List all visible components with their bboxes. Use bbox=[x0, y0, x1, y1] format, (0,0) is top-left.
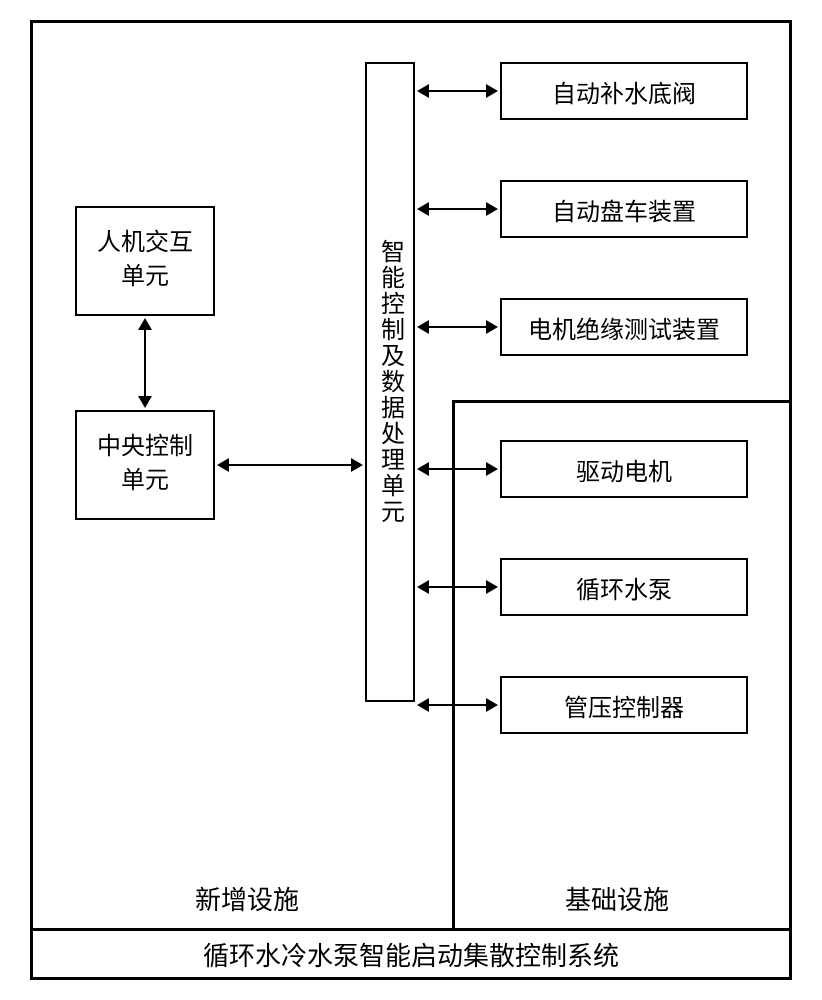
box-hmi-unit: 人机交互 单元 bbox=[75, 206, 215, 316]
box-pipe-pressure-controller: 管压控制器 bbox=[500, 676, 748, 734]
arrow-center-insulation bbox=[419, 326, 496, 328]
box-central-control-unit: 中央控制 单元 bbox=[75, 410, 215, 520]
box-intelligent-control-text: 智能控制及数据处理单元 bbox=[373, 239, 408, 525]
box-auto-water-valve-text: 自动补水底阀 bbox=[552, 74, 696, 109]
arrow-center-motor bbox=[419, 468, 496, 470]
system-title: 循环水冷水泵智能启动集散控制系统 bbox=[30, 928, 792, 980]
box-drive-motor-text: 驱动电机 bbox=[576, 452, 672, 487]
arrow-hmi-ccu bbox=[144, 320, 146, 406]
arrow-ccu-center bbox=[219, 464, 361, 466]
box-drive-motor: 驱动电机 bbox=[500, 440, 748, 498]
box-auto-turning-device-text: 自动盘车装置 bbox=[552, 192, 696, 227]
box-hmi-line2: 单元 bbox=[121, 261, 169, 295]
label-infrastructure-text: 基础设施 bbox=[565, 886, 669, 915]
box-circulating-pump: 循环水泵 bbox=[500, 558, 748, 616]
arrow-center-pump bbox=[419, 586, 496, 588]
box-auto-water-valve: 自动补水底阀 bbox=[500, 62, 748, 120]
box-auto-turning-device: 自动盘车装置 bbox=[500, 180, 748, 238]
box-circulating-pump-text: 循环水泵 bbox=[576, 570, 672, 605]
box-intelligent-control-unit: 智能控制及数据处理单元 bbox=[365, 62, 415, 702]
label-new-facility-text: 新增设施 bbox=[195, 886, 299, 915]
arrow-center-turning bbox=[419, 208, 496, 210]
box-motor-insulation-tester: 电机绝缘测试装置 bbox=[500, 298, 748, 356]
box-ccu-line1: 中央控制 bbox=[97, 431, 193, 465]
box-ccu-line2: 单元 bbox=[121, 465, 169, 499]
arrow-center-valve bbox=[419, 90, 496, 92]
box-motor-insulation-tester-text: 电机绝缘测试装置 bbox=[528, 310, 720, 345]
system-title-text: 循环水冷水泵智能启动集散控制系统 bbox=[203, 936, 619, 973]
label-new-facility: 新增设施 bbox=[195, 880, 299, 917]
arrow-center-pipe bbox=[419, 704, 496, 706]
box-hmi-line1: 人机交互 bbox=[97, 227, 193, 261]
label-infrastructure: 基础设施 bbox=[565, 880, 669, 917]
box-pipe-pressure-controller-text: 管压控制器 bbox=[564, 688, 684, 723]
